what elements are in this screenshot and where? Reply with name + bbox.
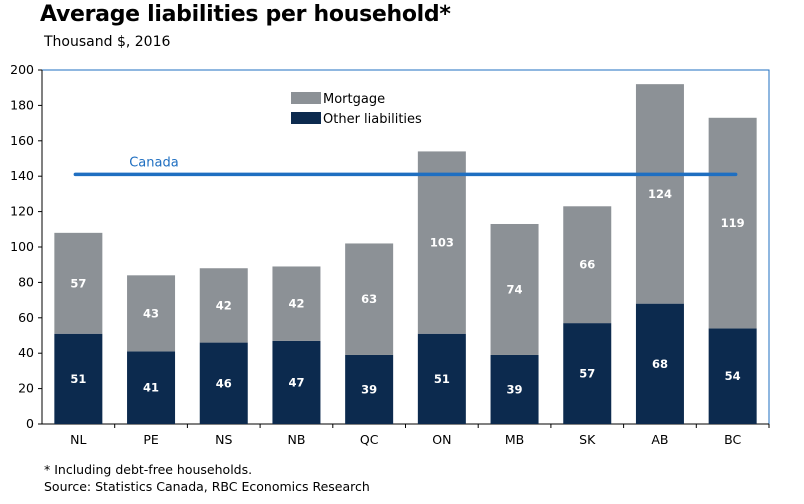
bars: 51 57 41 43 46 42 47 42 39 63 51 103 39 74 57 66 68 124 54… [54,84,757,424]
y-tick-label: 200 [10,62,34,77]
bar-other-NL [54,333,103,424]
x-tick-label: SK [579,432,596,447]
bar-mortgage-ON [417,151,466,334]
x-tick-label: QC [360,432,379,447]
data-label-mortgage: 103 [430,236,454,250]
x-tick-label: NS [215,432,232,447]
bar-other-MB [490,354,539,424]
data-label-other: 57 [579,367,595,381]
canada-reference: Canada [73,155,738,177]
x-tick-label: ON [432,432,451,447]
data-label-other: 54 [725,369,741,383]
y-tick-label: 80 [18,274,34,289]
chart-subtitle: Thousand $, 2016 [44,34,171,50]
bar-other-BC [708,328,757,424]
y-tick-label: 180 [10,97,34,112]
y-tick-label: 120 [10,204,34,219]
x-tick-label: MB [505,432,524,447]
x-tick-label: PE [143,432,159,447]
legend-label-other: Other liabilities [323,112,422,127]
data-label-mortgage: 124 [648,187,672,201]
bar-mortgage-PE [127,275,176,352]
bar-mortgage-QC [345,243,394,355]
legend-label-mortgage: Mortgage [323,92,385,107]
x-tick-label: BC [724,432,741,447]
chart-title: Average liabilities per household* [40,2,451,27]
y-tick-label: 20 [18,381,34,396]
data-label-mortgage: 63 [361,292,377,306]
legend-swatch-mortgage [291,92,321,104]
y-tick-label: 160 [10,133,34,148]
data-label-other: 41 [143,381,159,395]
y-tick-label: 140 [10,168,34,183]
data-label-mortgage: 42 [288,297,304,311]
x-tick-label: NB [287,432,305,447]
y-tick-label: 0 [26,416,34,431]
bar-mortgage-SK [563,206,612,324]
data-label-other: 39 [507,382,523,396]
bar-other-AB [635,303,684,424]
data-label-mortgage: 42 [216,298,232,312]
data-label-mortgage: 43 [143,306,159,320]
bar-other-NB [272,340,321,424]
bar-mortgage-AB [635,84,684,304]
x-axis: NL PE NS NB QC ON MB SK AB BC [42,423,770,447]
data-label-mortgage: 119 [721,216,745,230]
footnote-definition: * Including debt-free households. [44,462,253,477]
data-label-mortgage: 74 [507,282,523,296]
bar-other-SK [563,323,612,424]
x-tick-label: AB [651,432,668,447]
legend-swatch-other [291,112,321,124]
data-label-other: 68 [652,357,668,371]
data-label-other: 51 [434,372,450,386]
y-tick-label: 100 [10,239,34,254]
footnote-source: Source: Statistics Canada, RBC Economics… [44,479,370,494]
canada-label: Canada [129,155,178,170]
y-axis: 0 20 40 60 80 100 120 140 160 180 200 [10,62,43,431]
data-label-other: 39 [361,382,377,396]
data-label-other: 47 [288,375,304,389]
bar-other-NS [199,342,248,424]
x-tick-label: NL [70,432,86,447]
bar-other-QC [345,354,394,424]
bar-other-PE [127,351,176,424]
bar-mortgage-MB [490,223,539,355]
y-tick-label: 60 [18,310,34,325]
legend: Mortgage Other liabilities [291,92,422,127]
bar-other-ON [417,333,466,424]
bar-mortgage-BC [708,117,757,329]
data-label-mortgage: 66 [579,258,595,272]
bar-mortgage-NS [199,268,248,343]
bar-mortgage-NL [54,232,103,334]
data-label-other: 46 [216,376,232,390]
data-label-mortgage: 57 [70,276,86,290]
y-tick-label: 40 [18,345,34,360]
bar-mortgage-NB [272,266,321,341]
data-label-other: 51 [70,372,86,386]
